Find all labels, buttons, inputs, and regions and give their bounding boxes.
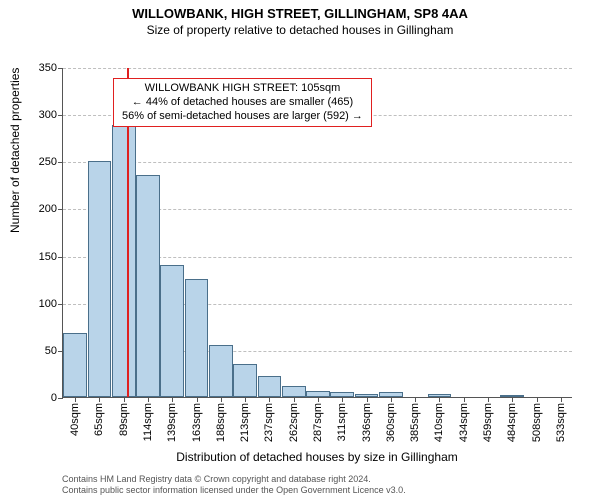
xtick-label: 311sqm bbox=[336, 403, 348, 441]
histogram-bar bbox=[160, 265, 184, 397]
xtick-label: 163sqm bbox=[191, 403, 203, 442]
xtick-label: 410sqm bbox=[433, 403, 445, 442]
xtick-label: 139sqm bbox=[166, 403, 178, 442]
xtick-mark bbox=[99, 397, 100, 402]
xtick-mark bbox=[124, 397, 125, 402]
ytick-label: 100 bbox=[39, 298, 57, 310]
ytick-label: 250 bbox=[39, 156, 57, 168]
gridline bbox=[63, 68, 572, 69]
xtick-mark bbox=[537, 397, 538, 402]
xtick-mark bbox=[391, 397, 392, 402]
ytick-mark bbox=[58, 162, 63, 163]
ytick-mark bbox=[58, 209, 63, 210]
xtick-mark bbox=[464, 397, 465, 402]
xtick-mark bbox=[512, 397, 513, 402]
histogram-bar bbox=[282, 386, 306, 397]
xtick-mark bbox=[197, 397, 198, 402]
annotation-line-3: 56% of semi-detached houses are larger (… bbox=[122, 110, 363, 124]
xtick-label: 40sqm bbox=[69, 403, 81, 436]
xtick-label: 287sqm bbox=[312, 403, 324, 442]
ytick-label: 350 bbox=[39, 62, 57, 74]
xtick-label: 336sqm bbox=[361, 403, 373, 442]
chart-title: WILLOWBANK, HIGH STREET, GILLINGHAM, SP8… bbox=[0, 0, 600, 21]
chart-subtitle: Size of property relative to detached ho… bbox=[0, 21, 600, 37]
ytick-mark bbox=[58, 257, 63, 258]
xtick-mark bbox=[367, 397, 368, 402]
plot-area: 05010015020025030035040sqm65sqm89sqm114s… bbox=[62, 68, 572, 398]
xtick-label: 484sqm bbox=[506, 403, 518, 442]
histogram-bar bbox=[185, 279, 209, 397]
xtick-mark bbox=[294, 397, 295, 402]
xtick-mark bbox=[318, 397, 319, 402]
ytick-mark bbox=[58, 68, 63, 69]
xtick-label: 434sqm bbox=[458, 403, 470, 442]
footer-line-2: Contains public sector information licen… bbox=[62, 485, 572, 496]
ytick-mark bbox=[58, 304, 63, 305]
xtick-mark bbox=[561, 397, 562, 402]
gridline bbox=[63, 162, 572, 163]
xtick-label: 459sqm bbox=[482, 403, 494, 442]
annotation-box: WILLOWBANK HIGH STREET: 105sqm← 44% of d… bbox=[113, 78, 372, 127]
xtick-label: 360sqm bbox=[385, 403, 397, 442]
xtick-mark bbox=[221, 397, 222, 402]
y-axis-label: Number of detached properties bbox=[8, 68, 22, 233]
xtick-label: 65sqm bbox=[93, 403, 105, 436]
xtick-mark bbox=[269, 397, 270, 402]
histogram-bar bbox=[258, 376, 282, 397]
xtick-mark bbox=[488, 397, 489, 402]
xtick-label: 385sqm bbox=[409, 403, 421, 442]
annotation-line-2: ← 44% of detached houses are smaller (46… bbox=[122, 96, 363, 110]
ytick-label: 50 bbox=[45, 345, 57, 357]
xtick-mark bbox=[342, 397, 343, 402]
ytick-label: 0 bbox=[51, 392, 57, 404]
annotation-line-1: WILLOWBANK HIGH STREET: 105sqm bbox=[122, 82, 363, 96]
histogram-bar bbox=[88, 161, 112, 397]
ytick-mark bbox=[58, 398, 63, 399]
xtick-label: 237sqm bbox=[263, 403, 275, 442]
xtick-label: 508sqm bbox=[531, 403, 543, 442]
xtick-mark bbox=[415, 397, 416, 402]
ytick-label: 150 bbox=[39, 251, 57, 263]
ytick-label: 300 bbox=[39, 109, 57, 121]
histogram-bar bbox=[136, 175, 160, 397]
histogram-bar bbox=[63, 333, 87, 397]
xtick-mark bbox=[245, 397, 246, 402]
xtick-mark bbox=[172, 397, 173, 402]
xtick-label: 89sqm bbox=[118, 403, 130, 436]
xtick-label: 213sqm bbox=[239, 403, 251, 442]
xtick-mark bbox=[439, 397, 440, 402]
histogram-bar bbox=[209, 345, 233, 397]
x-axis-label: Distribution of detached houses by size … bbox=[62, 450, 572, 464]
xtick-label: 533sqm bbox=[555, 403, 567, 442]
ytick-mark bbox=[58, 115, 63, 116]
histogram-bar bbox=[112, 125, 136, 397]
histogram-bar bbox=[233, 364, 257, 397]
ytick-label: 200 bbox=[39, 203, 57, 215]
footer-line-1: Contains HM Land Registry data © Crown c… bbox=[62, 474, 572, 485]
chart-container: WILLOWBANK, HIGH STREET, GILLINGHAM, SP8… bbox=[0, 0, 600, 500]
xtick-label: 262sqm bbox=[288, 403, 300, 442]
xtick-mark bbox=[148, 397, 149, 402]
footer-attribution: Contains HM Land Registry data © Crown c… bbox=[62, 474, 572, 496]
xtick-label: 114sqm bbox=[142, 403, 154, 441]
xtick-mark bbox=[75, 397, 76, 402]
xtick-label: 188sqm bbox=[215, 403, 227, 442]
